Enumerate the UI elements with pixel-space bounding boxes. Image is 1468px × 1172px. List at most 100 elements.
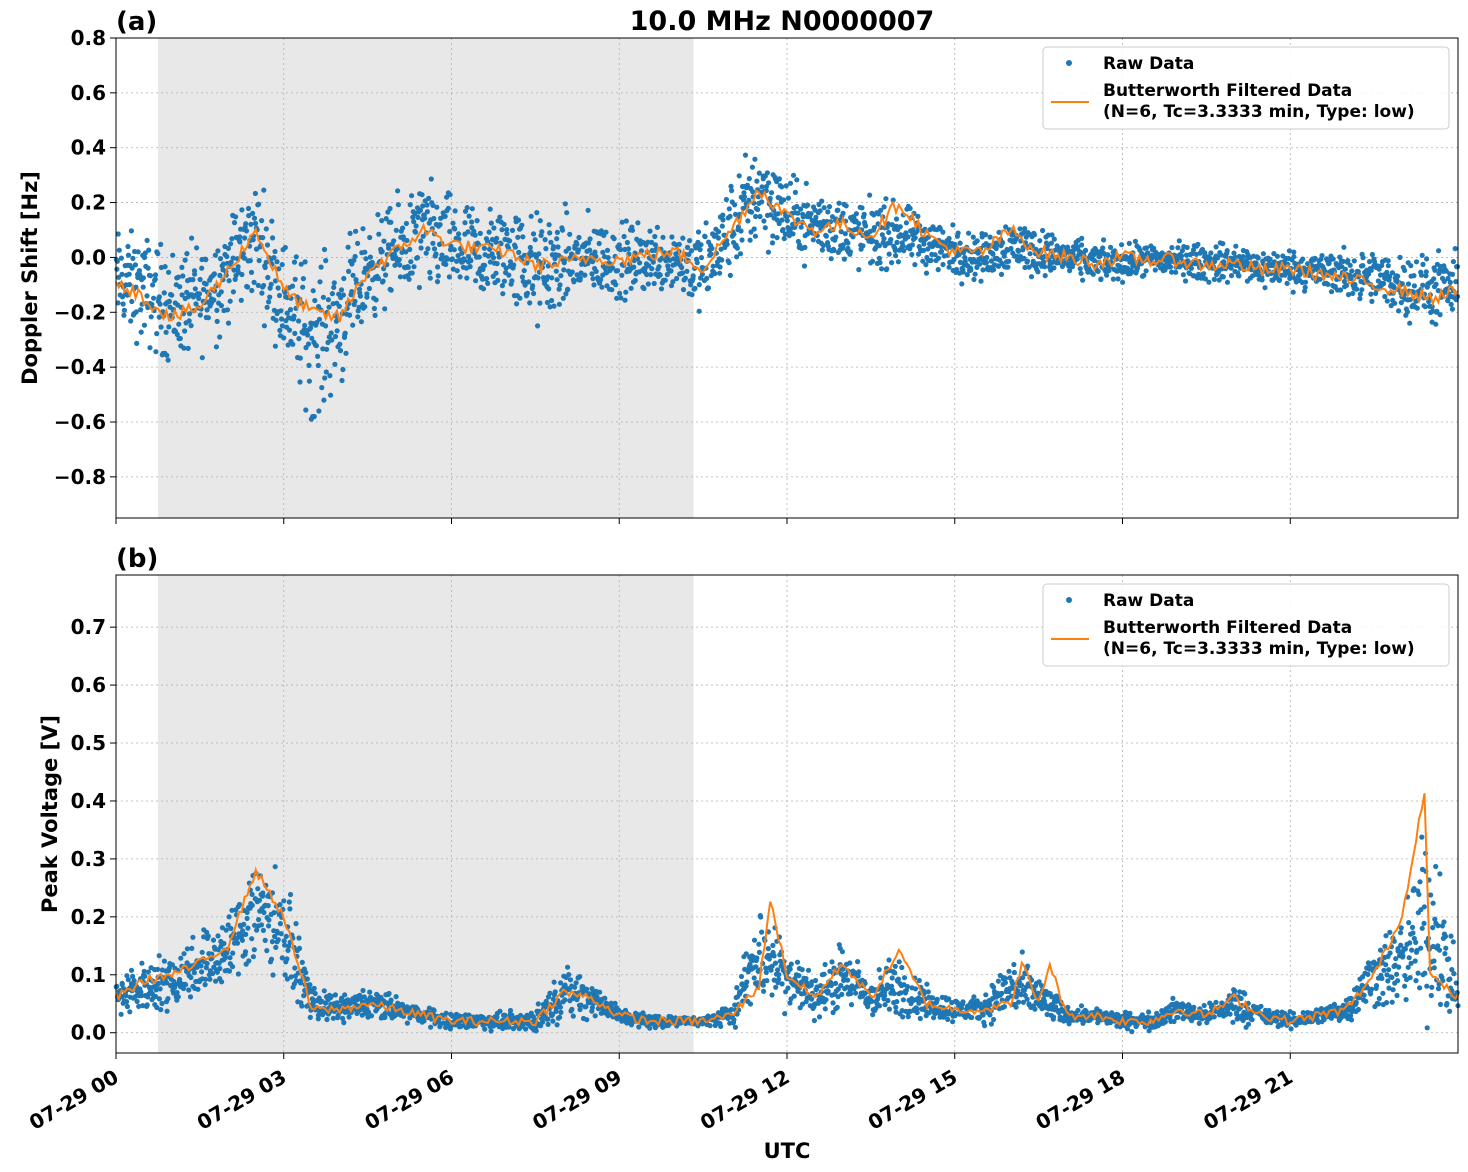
raw-data-point	[687, 238, 693, 244]
raw-data-point	[211, 297, 217, 303]
raw-data-point	[184, 251, 190, 257]
raw-data-point	[1242, 991, 1248, 997]
raw-data-point	[742, 152, 749, 158]
raw-data-point	[785, 985, 791, 991]
raw-data-point	[337, 341, 343, 347]
raw-data-point	[256, 201, 262, 207]
raw-data-point	[554, 1022, 560, 1028]
raw-data-point	[229, 964, 236, 970]
raw-data-point	[355, 240, 361, 246]
raw-data-point	[303, 407, 309, 413]
raw-data-point	[328, 993, 334, 999]
raw-data-point	[915, 213, 921, 219]
raw-data-point	[249, 891, 255, 898]
raw-data-point	[928, 257, 934, 264]
raw-data-point	[1167, 264, 1174, 270]
raw-data-point	[1218, 252, 1224, 258]
raw-data-point	[656, 264, 662, 270]
raw-data-point	[279, 323, 285, 329]
raw-data-point	[1441, 278, 1447, 284]
raw-data-point	[645, 239, 651, 245]
raw-data-point	[1385, 263, 1391, 269]
raw-data-point	[723, 196, 730, 203]
raw-data-point	[473, 278, 479, 284]
raw-data-point	[246, 958, 252, 964]
raw-data-point	[326, 304, 332, 310]
raw-data-point	[339, 377, 345, 384]
raw-data-point	[537, 300, 543, 306]
raw-data-point	[443, 1010, 449, 1016]
raw-data-point	[366, 285, 372, 292]
raw-data-point	[619, 219, 625, 225]
raw-data-point	[427, 269, 433, 275]
raw-data-point	[761, 218, 767, 224]
raw-data-point	[1040, 227, 1046, 234]
raw-data-point	[617, 290, 623, 296]
raw-data-point	[600, 249, 606, 255]
raw-data-point	[539, 229, 545, 235]
raw-data-point	[648, 272, 654, 278]
raw-data-point	[745, 218, 751, 224]
raw-data-point	[120, 301, 126, 307]
raw-data-point	[408, 259, 414, 265]
raw-data-point	[1196, 1020, 1202, 1026]
raw-data-point	[480, 266, 486, 272]
raw-data-point	[150, 282, 156, 288]
raw-data-point	[532, 237, 538, 243]
raw-data-point	[397, 262, 403, 268]
raw-data-point	[788, 961, 794, 967]
raw-data-point	[591, 282, 597, 288]
raw-data-point	[121, 307, 127, 313]
raw-data-point	[161, 290, 167, 296]
raw-data-point	[524, 290, 531, 296]
raw-data-point	[240, 928, 246, 934]
raw-data-point	[411, 264, 417, 270]
raw-data-point	[727, 213, 733, 219]
raw-data-point	[381, 238, 387, 244]
raw-data-point	[124, 1003, 130, 1010]
raw-data-point	[261, 282, 267, 289]
raw-data-point	[756, 949, 763, 956]
raw-data-point	[889, 975, 895, 981]
raw-data-point	[838, 229, 844, 235]
raw-data-point	[1302, 288, 1308, 294]
raw-data-point	[145, 969, 151, 975]
raw-data-point	[915, 251, 922, 257]
raw-data-point	[747, 1001, 754, 1007]
raw-data-point	[174, 331, 180, 338]
raw-data-point	[244, 909, 250, 916]
raw-data-point	[752, 233, 759, 239]
raw-data-point	[166, 324, 172, 330]
raw-data-point	[403, 220, 409, 227]
raw-data-point	[412, 229, 419, 235]
raw-data-point	[482, 1026, 488, 1032]
raw-data-point	[1074, 256, 1080, 262]
raw-data-point	[192, 271, 198, 277]
raw-data-point	[199, 949, 205, 955]
raw-data-point	[709, 245, 715, 251]
raw-data-point	[535, 323, 541, 329]
raw-data-point	[570, 1013, 576, 1019]
raw-data-point	[450, 220, 456, 226]
raw-data-point	[584, 1017, 590, 1023]
raw-data-point	[1220, 241, 1226, 247]
y-tick-label: 0.4	[71, 136, 106, 160]
raw-data-point	[853, 211, 860, 217]
raw-data-point	[215, 933, 221, 939]
raw-data-point	[641, 285, 647, 292]
raw-data-point	[287, 307, 294, 313]
raw-data-point	[556, 301, 563, 307]
raw-data-point	[952, 241, 958, 247]
raw-data-point	[720, 217, 726, 223]
raw-data-point	[765, 249, 772, 255]
raw-data-point	[309, 335, 315, 341]
raw-data-point	[450, 266, 456, 272]
raw-data-point	[696, 282, 702, 288]
raw-data-point	[1381, 281, 1387, 287]
raw-data-point	[680, 287, 687, 293]
raw-data-point	[367, 254, 373, 260]
raw-data-point	[527, 244, 533, 251]
raw-data-point	[179, 264, 185, 270]
raw-data-point	[940, 229, 946, 235]
raw-data-point	[304, 976, 310, 982]
